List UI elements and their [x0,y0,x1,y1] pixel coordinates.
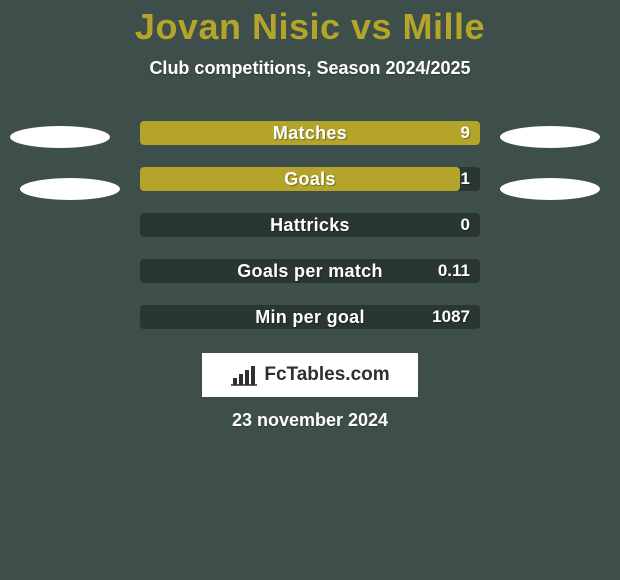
stat-value: 0.11 [140,261,470,281]
stat-row: Goals per match0.11 [0,259,620,283]
content-wrap: Jovan Nisic vs Mille Club competitions, … [0,0,620,329]
decorative-ellipse [20,178,120,200]
decorative-ellipse [500,178,600,200]
decorative-ellipse [500,126,600,148]
stat-value: 0 [140,215,470,235]
logo-text: FcTables.com [264,364,389,386]
decorative-ellipse [10,126,110,148]
stat-value: 1 [140,169,470,189]
stat-row: Min per goal1087 [0,305,620,329]
stat-value: 1087 [140,307,470,327]
bar-chart-icon [230,364,258,386]
date-text: 23 november 2024 [0,410,620,431]
page-title: Jovan Nisic vs Mille [0,6,620,48]
subtitle: Club competitions, Season 2024/2025 [0,58,620,79]
stat-rows: Matches9Goals1Hattricks0Goals per match0… [0,121,620,329]
stat-value: 9 [140,123,470,143]
logo-box: FcTables.com [202,353,418,397]
stat-row: Hattricks0 [0,213,620,237]
